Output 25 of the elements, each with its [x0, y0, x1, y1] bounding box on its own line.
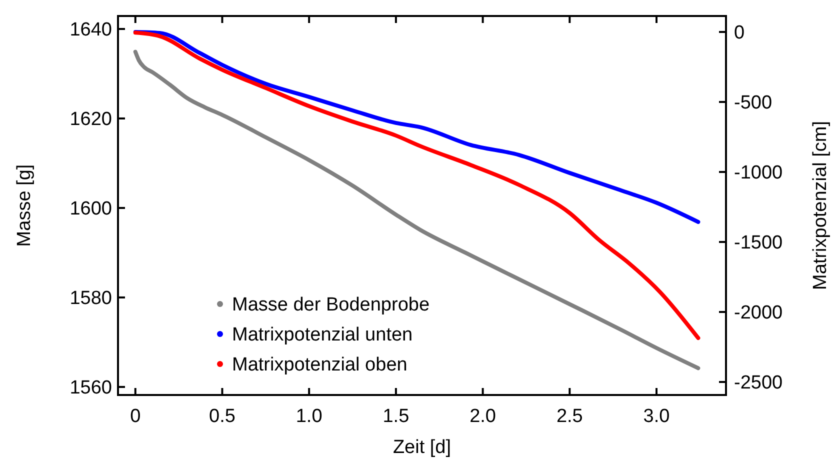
x-axis-title: Zeit [d]: [392, 437, 452, 458]
x-tick-label: 2.0: [470, 406, 496, 427]
y2-tick-label: -1500: [734, 232, 783, 254]
y2-tick-label: -2500: [734, 372, 783, 394]
y2-tick-label: 0: [734, 22, 745, 44]
y2-tick-label: -1000: [734, 162, 783, 184]
y-tick-label: 1620: [70, 109, 112, 130]
x-tick-label: 3.0: [643, 406, 670, 427]
y-tick-label: 1640: [70, 20, 112, 41]
y2-tick-label: -2000: [734, 302, 783, 324]
y-tick-label: 1580: [70, 288, 112, 310]
y-tick-label: 1560: [70, 378, 112, 399]
x-tick-label: 1.0: [296, 406, 322, 427]
y2-axis-title: Matrixpotenzial [cm]: [810, 121, 831, 290]
y-tick-label: 1600: [70, 198, 112, 220]
x-tick-label: 1.5: [382, 406, 410, 427]
line-series: [133, 30, 700, 224]
x-tick-label: 0.5: [209, 406, 236, 427]
y-axis-title: Masse [g]: [14, 164, 35, 247]
x-tick-label: 0: [130, 406, 141, 427]
legend-label: Matrixpotenzial unten: [232, 324, 413, 346]
y2-tick-label: -500: [734, 92, 772, 114]
x-tick-label: 2.5: [556, 406, 583, 427]
legend-label: Matrixpotenzial oben: [232, 354, 408, 376]
legend-label: Masse der Bodenprobe: [232, 294, 430, 316]
